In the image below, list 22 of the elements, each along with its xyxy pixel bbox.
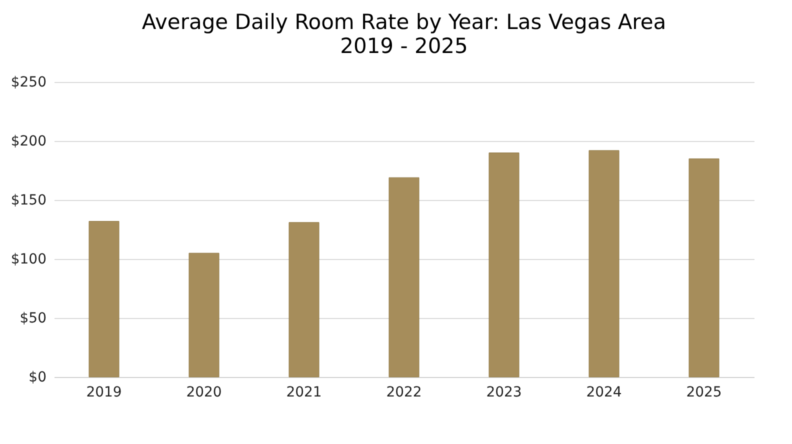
bar — [88, 220, 120, 378]
x-tick-label: 2024 — [586, 384, 622, 400]
x-tick-label: 2019 — [86, 384, 122, 400]
bar — [388, 177, 420, 378]
bar — [688, 158, 720, 378]
x-tick-label: 2022 — [386, 384, 422, 400]
chart-title: Average Daily Room Rate by Year: Las Vegas Area — [142, 10, 666, 34]
y-tick-label: $200 — [10, 134, 46, 150]
bar — [188, 252, 220, 378]
y-tick-label: $100 — [10, 252, 46, 268]
bar — [488, 152, 520, 378]
bar — [288, 222, 320, 378]
y-tick-label: $0 — [28, 370, 46, 386]
x-tick-label: 2021 — [286, 384, 322, 400]
y-tick-label: $150 — [10, 192, 46, 208]
x-tick-label: 2020 — [186, 384, 222, 400]
chart-subtitle: 2019 - 2025 — [340, 34, 468, 58]
bar — [588, 150, 620, 378]
y-tick-label: $50 — [20, 310, 46, 326]
y-tick-label: $250 — [10, 74, 46, 90]
x-tick-label: 2023 — [486, 384, 522, 400]
x-tick-label: 2025 — [686, 384, 722, 400]
